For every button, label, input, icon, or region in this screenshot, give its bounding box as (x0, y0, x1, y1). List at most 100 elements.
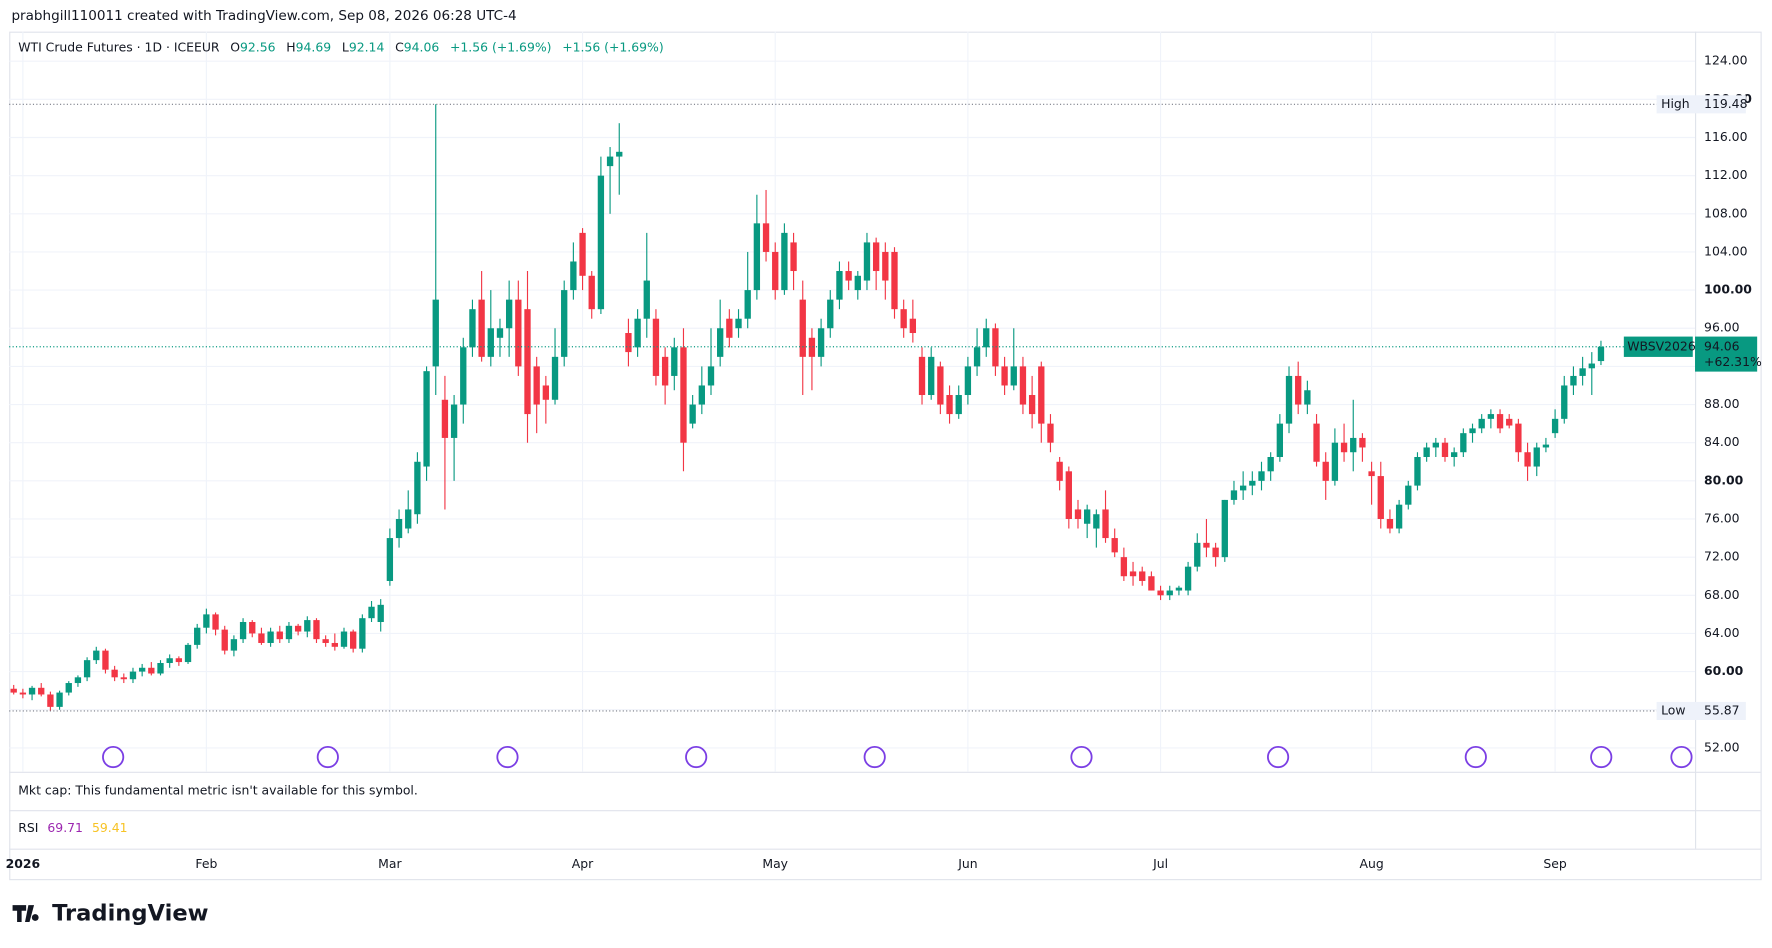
candle-body (102, 650, 109, 670)
candle-body (762, 223, 770, 252)
candle-body (331, 642, 338, 647)
candle-body (221, 629, 228, 651)
candle-body (1432, 442, 1439, 448)
candle-body (166, 658, 173, 664)
candle-body (478, 299, 485, 357)
x-tick-label: Jun (957, 856, 977, 871)
symbol-label: WBSV2026 (1627, 338, 1696, 353)
candle-body (267, 631, 274, 643)
candle-body (652, 318, 660, 376)
candle-body (203, 614, 210, 628)
candle-body (772, 251, 779, 291)
candle-body (294, 625, 302, 632)
candle-body (93, 650, 100, 661)
legend-change: +1.56 (+1.69%) (562, 39, 663, 54)
candle-body (900, 309, 907, 329)
candle-body (964, 366, 972, 396)
legend-value: 92.56 (240, 39, 276, 54)
candle-body (882, 251, 889, 281)
x-tick-label: Jul (1152, 856, 1168, 871)
candle-body (845, 271, 852, 281)
candle-body (258, 633, 265, 643)
candle-body (606, 156, 614, 167)
legend-key: O (230, 39, 240, 54)
candle-body (120, 677, 127, 680)
candle-body (1111, 538, 1118, 553)
candle-body (579, 232, 586, 276)
y-tick-label: 116.00 (1704, 129, 1748, 144)
candle-body (148, 667, 155, 674)
candle-body (1395, 504, 1403, 529)
y-tick-label: 84.00 (1704, 434, 1740, 449)
candle-body (1120, 557, 1128, 577)
rsi-value: 59.41 (92, 820, 128, 835)
candle-body (83, 660, 91, 678)
candle-body (808, 337, 816, 357)
x-tick-label: May (762, 856, 788, 871)
candle-body (1469, 428, 1476, 434)
x-tick-label: 2026 (6, 856, 41, 871)
marker-box (1656, 701, 1746, 721)
candle-body (1267, 457, 1274, 472)
x-tick-label: Apr (572, 856, 594, 871)
candle-body (212, 614, 219, 630)
candle-body (698, 385, 705, 405)
candle-body (239, 621, 247, 640)
candle-body (1386, 518, 1394, 529)
legend-change: +1.56 (+1.69%) (450, 39, 551, 54)
candle-body (1423, 447, 1430, 458)
candle-body (1588, 363, 1595, 369)
rsi-title: RSI (18, 820, 38, 835)
marker-label: Low (1661, 702, 1685, 717)
candle-body (616, 151, 623, 157)
candle-body (386, 538, 394, 581)
price-box (1695, 336, 1758, 372)
candle-body (533, 366, 540, 405)
y-tick-label: 72.00 (1704, 549, 1740, 564)
candle-body (1239, 485, 1247, 491)
candle-body (707, 366, 715, 386)
candle-body (955, 395, 962, 415)
candle-body (946, 395, 953, 415)
candle-body (1597, 346, 1605, 362)
grid (9, 31, 1696, 772)
candle-body (1350, 437, 1357, 453)
candle-body (10, 688, 17, 693)
candle-body (1102, 509, 1109, 539)
candle-body (891, 251, 898, 310)
candle-body (872, 242, 880, 272)
candle-body (753, 223, 761, 291)
candle-body (1340, 442, 1348, 453)
candle-body (634, 318, 641, 348)
legend: WTI Crude Futures · 1D · ICEEUR O92.56 H… (18, 39, 663, 54)
legend-key: C (395, 39, 404, 54)
candle-body (56, 692, 63, 707)
rsi-value: 69.71 (47, 820, 83, 835)
candle-body (863, 242, 871, 281)
candle-body (1084, 509, 1091, 524)
candle-body (423, 371, 430, 467)
brand: TradingView (52, 901, 209, 927)
candle-body (1285, 375, 1293, 424)
candle-body (65, 683, 72, 693)
candle-body (680, 347, 687, 443)
candle-body (1515, 423, 1522, 453)
rsi-label: RSI 69.71 59.41 (18, 820, 127, 835)
candle-body (1533, 447, 1540, 467)
candle-body (1258, 471, 1265, 481)
candle-body (1377, 476, 1384, 519)
candle-body (1047, 423, 1054, 443)
candle-body (249, 621, 256, 634)
candle-body (799, 299, 806, 357)
price-label: 94.06 (1704, 338, 1740, 353)
legend-key: L (342, 39, 349, 54)
candle-body (1148, 576, 1155, 591)
candle-body (542, 385, 550, 400)
candle-body (1295, 375, 1302, 405)
candle-body (47, 694, 54, 707)
candle-body (790, 242, 797, 272)
candle-body (1451, 452, 1458, 458)
candle-body (909, 318, 917, 334)
candle-body (937, 366, 944, 405)
candle-body (304, 620, 311, 632)
